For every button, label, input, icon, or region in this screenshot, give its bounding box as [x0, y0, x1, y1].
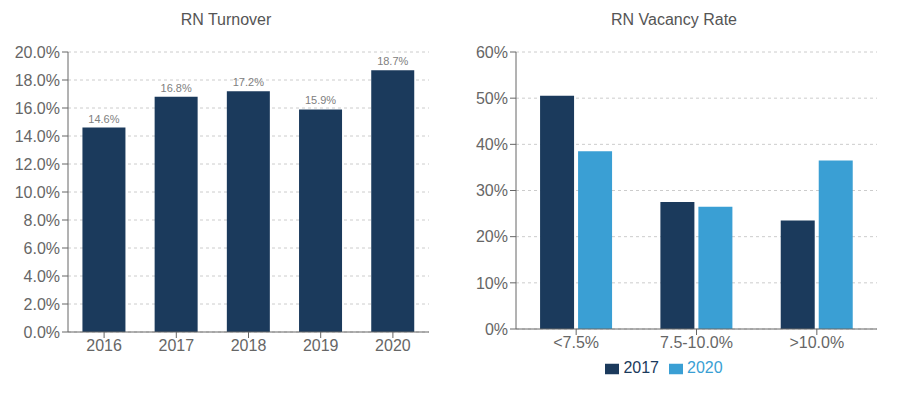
svg-text:40%: 40% [476, 136, 508, 153]
html-text:RN Turnover: RN Turnover [180, 11, 272, 28]
svg-text:4.0%: 4.0% [24, 268, 60, 285]
svg-text:2019: 2019 [303, 337, 339, 354]
svg-text:<7.5%: <7.5% [553, 334, 599, 351]
svg-text:2020: 2020 [375, 337, 411, 354]
svg-text:0.0%: 0.0% [24, 324, 60, 341]
svg-text:10.0%: 10.0% [15, 184, 60, 201]
svg-text:17.2%: 17.2% [233, 76, 264, 88]
svg-text:2.0%: 2.0% [24, 296, 60, 313]
html-text:2017: 2017 [623, 359, 659, 376]
html-text:2020: 2020 [687, 359, 723, 376]
svg-text:12.0%: 12.0% [15, 156, 60, 173]
svg-text:20%: 20% [476, 228, 508, 245]
svg-text:0%: 0% [485, 321, 508, 338]
svg-text:18.0%: 18.0% [15, 72, 60, 89]
svg-text:16.0%: 16.0% [15, 100, 60, 117]
svg-text:20.0%: 20.0% [15, 44, 60, 61]
svg-text:6.0%: 6.0% [24, 240, 60, 257]
html-text:RN Vacancy Rate: RN Vacancy Rate [611, 11, 737, 28]
svg-text:50%: 50% [476, 90, 508, 107]
svg-text:8.0%: 8.0% [24, 212, 60, 229]
svg-text:2016: 2016 [86, 337, 122, 354]
svg-text:14.6%: 14.6% [88, 113, 119, 125]
svg-text:2017: 2017 [159, 337, 195, 354]
svg-text:15.9%: 15.9% [305, 94, 336, 106]
svg-text:18.7%: 18.7% [377, 55, 408, 67]
svg-text:2018: 2018 [231, 337, 267, 354]
svg-text:30%: 30% [476, 182, 508, 199]
svg-text:10%: 10% [476, 275, 508, 292]
svg-text:16.8%: 16.8% [161, 82, 192, 94]
svg-text:>10.0%: >10.0% [789, 334, 844, 351]
svg-text:14.0%: 14.0% [15, 128, 60, 145]
svg-text:60%: 60% [476, 44, 508, 61]
svg-text:7.5-10.0%: 7.5-10.0% [660, 334, 733, 351]
